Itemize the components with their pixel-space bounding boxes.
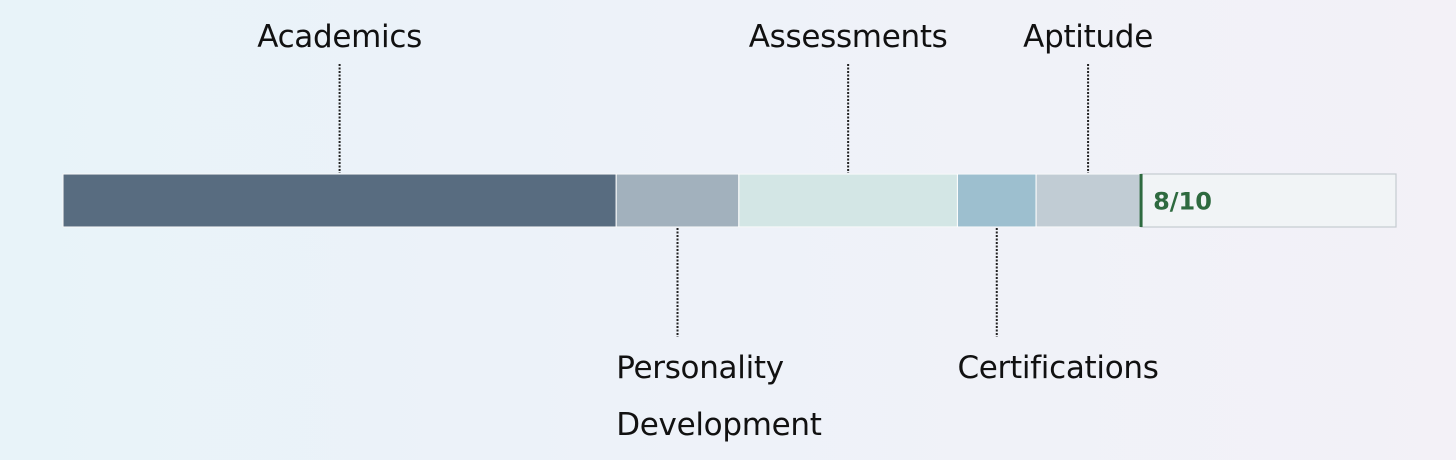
- segment-label-assessments: Assessments: [749, 19, 948, 55]
- segment-label-personality-development: Personality Development: [616, 350, 822, 443]
- bar-segment-academics: [62, 173, 617, 228]
- segment-label-certifications: Certifications: [957, 350, 1158, 386]
- bar-segment-personality-development: [615, 173, 740, 228]
- score-area: 8/10: [1139, 174, 1212, 227]
- segment-labels: Academics Personality Development Assessmen…: [257, 19, 1159, 443]
- label-connectors: [338, 64, 1090, 337]
- bar-segment-assessments: [738, 173, 958, 228]
- bar-segment-certifications: [956, 173, 1037, 228]
- bar-segment-aptitude: [1035, 173, 1141, 228]
- segment-label-aptitude: Aptitude: [1023, 19, 1153, 55]
- stacked-bar: [62, 173, 1397, 228]
- segment-label-academics: Academics: [257, 19, 422, 55]
- score-label: 8/10: [1153, 188, 1212, 216]
